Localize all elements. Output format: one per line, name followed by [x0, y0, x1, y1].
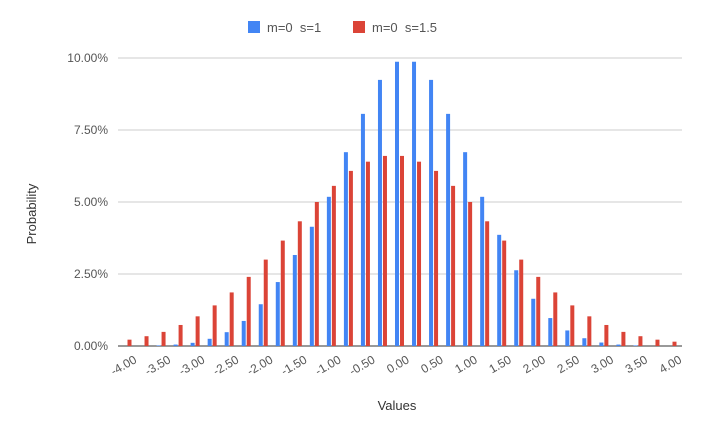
bar-series-2--3.25[interactable]	[178, 324, 183, 346]
legend-swatch-series-2	[353, 21, 365, 33]
bar-series-1--1.50[interactable]	[292, 254, 297, 346]
bar-series-1--2.75[interactable]	[207, 338, 212, 346]
bar-series-1-2.00[interactable]	[531, 298, 536, 346]
y-tick-labels: 0.00% 2.50% 5.00% 7.50% 10.00%	[67, 51, 108, 353]
bar-series-2--3.00[interactable]	[195, 316, 200, 346]
bar-series-2-1.25[interactable]	[485, 221, 490, 346]
x-tick-label: 0.00	[384, 352, 412, 376]
bar-series-2-2.25[interactable]	[553, 292, 558, 346]
bar-series-2--2.25[interactable]	[246, 276, 251, 346]
x-tick-labels: -4.00 -3.50 -3.00 -2.50 -2.00 -1.50 -1.00 -0.50…	[108, 352, 684, 378]
x-tick-label: 3.00	[589, 352, 617, 376]
bar-series-2--1.50[interactable]	[297, 221, 302, 346]
bar-series-1--1.00[interactable]	[326, 196, 331, 346]
x-tick-label: -4.00	[108, 352, 139, 378]
bar-series-1--3.00[interactable]	[190, 342, 195, 346]
bar-series-2-0.00[interactable]	[400, 155, 404, 346]
bar-series-1-2.50[interactable]	[565, 330, 570, 346]
bar-series-2-1.75[interactable]	[519, 259, 524, 346]
y-tick-label: 7.50%	[74, 123, 108, 137]
bar-series-2-0.50[interactable]	[434, 170, 439, 346]
bar-series-2--2.00[interactable]	[263, 259, 268, 346]
bar-series-2--0.50[interactable]	[365, 161, 370, 346]
y-tick-label: 2.50%	[74, 267, 108, 281]
bar-series-1--0.50[interactable]	[360, 113, 365, 346]
bar-series-2-0.25[interactable]	[417, 161, 422, 346]
bar-series-1--0.75[interactable]	[343, 152, 348, 346]
x-tick-label: 1.00	[452, 352, 480, 376]
x-tick-label: 3.50	[623, 352, 651, 376]
bar-series-1-3.50[interactable]	[633, 345, 638, 346]
x-tick-label: 2.50	[555, 352, 583, 376]
bar-series-2--1.00[interactable]	[331, 185, 336, 346]
y-tick-label: 0.00%	[74, 339, 108, 353]
y-axis-title: Probability	[24, 183, 39, 244]
bar-series-2-0.75[interactable]	[451, 185, 456, 346]
bar-series-2--2.75[interactable]	[212, 305, 217, 346]
legend-swatch-series-1	[248, 21, 260, 33]
bar-series-2--3.50[interactable]	[161, 331, 166, 346]
bar-series-1-2.25[interactable]	[548, 318, 553, 346]
legend: m=0 s=1 m=0 s=1.5	[248, 20, 437, 35]
bar-series-1--2.00[interactable]	[258, 304, 263, 346]
bar-series-1--1.75[interactable]	[275, 282, 280, 346]
x-axis-title: Values	[378, 398, 417, 413]
bar-series-1--2.50[interactable]	[224, 332, 229, 346]
x-tick-label: 0.50	[418, 352, 446, 376]
bar-series-2--4.00[interactable]	[127, 339, 132, 346]
bar-series-2--3.75[interactable]	[144, 336, 149, 346]
bar-series-1--1.25[interactable]	[309, 226, 314, 346]
bar-series-2--0.75[interactable]	[348, 170, 353, 346]
x-tick-label: -3.00	[176, 352, 207, 378]
x-tick-label: 4.00	[657, 352, 685, 376]
bar-series-1-1.00[interactable]	[463, 152, 468, 346]
x-tick-label: -1.00	[313, 352, 344, 378]
bar-series-2-3.50[interactable]	[638, 336, 643, 346]
bar-series-2--1.75[interactable]	[280, 240, 285, 346]
bar-series-1--2.25[interactable]	[241, 320, 246, 346]
bar-series-2-1.50[interactable]	[502, 240, 507, 346]
x-tick-label: -3.50	[142, 352, 173, 378]
bar-series-2-3.25[interactable]	[621, 331, 626, 346]
bar-series-2-2.00[interactable]	[536, 276, 541, 346]
x-tick-label: -1.50	[279, 352, 310, 378]
bar-series-1--3.25[interactable]	[173, 344, 178, 346]
x-tick-label: -0.50	[347, 352, 378, 378]
bar-series-2-2.50[interactable]	[570, 305, 575, 346]
y-tick-label: 10.00%	[67, 51, 108, 65]
bar-series-1--0.25[interactable]	[377, 79, 382, 346]
bar-series-2--2.50[interactable]	[229, 292, 234, 346]
bar-series-1-0.50[interactable]	[429, 79, 434, 346]
x-tick-label: -2.00	[245, 352, 276, 378]
bar-series-1--3.50[interactable]	[156, 345, 161, 346]
bars	[127, 61, 677, 347]
bar-series-1-3.00[interactable]	[599, 342, 604, 346]
bar-series-1-0.25[interactable]	[412, 61, 417, 347]
bar-series-2-1.00[interactable]	[468, 202, 473, 346]
bar-series-2-3.00[interactable]	[604, 324, 609, 346]
bar-series-1-1.25[interactable]	[480, 196, 485, 346]
bar-series-1-1.75[interactable]	[514, 270, 519, 346]
x-tick-label: 2.00	[521, 352, 549, 376]
bar-series-2-3.75[interactable]	[655, 339, 660, 346]
x-tick-label: 1.50	[486, 352, 514, 376]
bar-series-2-2.75[interactable]	[587, 316, 592, 346]
bar-series-1-0.00[interactable]	[395, 61, 399, 347]
bar-series-1-3.25[interactable]	[616, 344, 621, 346]
bar-series-2--1.25[interactable]	[314, 202, 319, 346]
bar-series-1-1.50[interactable]	[497, 234, 502, 346]
bar-series-1-0.75[interactable]	[446, 113, 451, 346]
x-tick-label: -2.50	[210, 352, 241, 378]
legend-label-series-2: m=0 s=1.5	[372, 20, 437, 35]
y-tick-label: 5.00%	[74, 195, 108, 209]
bar-series-2-4.00[interactable]	[672, 341, 677, 346]
bar-series-2--0.25[interactable]	[382, 155, 387, 346]
legend-label-series-1: m=0 s=1	[267, 20, 321, 35]
bar-series-1-2.75[interactable]	[582, 338, 587, 346]
